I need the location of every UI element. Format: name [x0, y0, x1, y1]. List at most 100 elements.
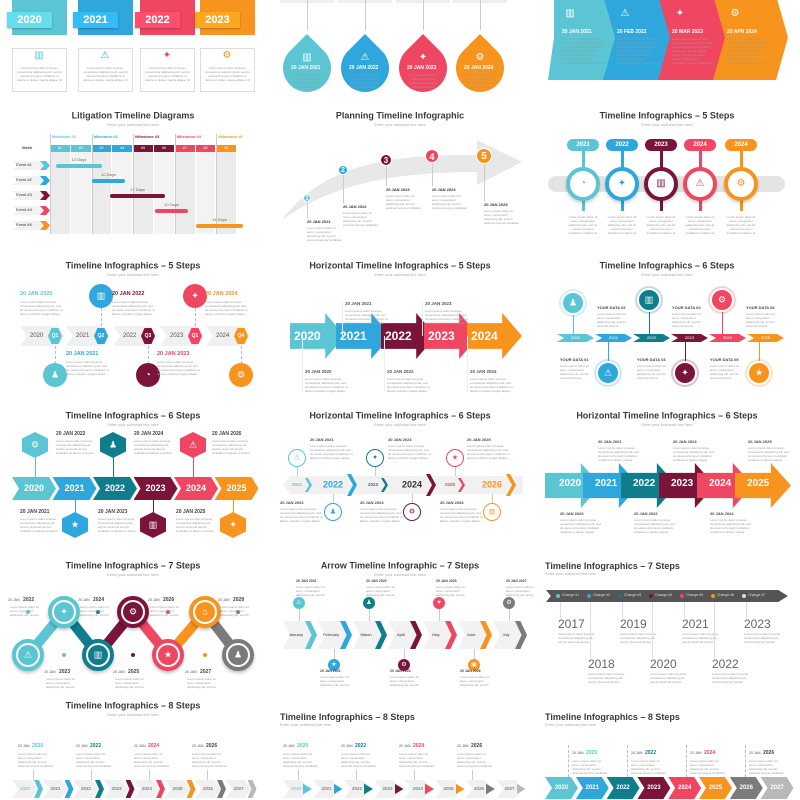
slide-thumbnail[interactable]: Arrow Timeline Infographic – 7 Steps Ente… — [267, 550, 533, 690]
year-segment: 2021 — [595, 334, 632, 342]
week-column — [112, 152, 133, 234]
duration-bar — [110, 194, 165, 198]
year-label: 2023 — [744, 617, 771, 631]
connector-line — [35, 457, 36, 477]
curved-arrow-shape — [282, 140, 522, 220]
week-cell: #3 — [91, 145, 112, 152]
warning-icon: ⚠ — [296, 600, 302, 606]
slide-title: Timeline Infographics – 6 Steps — [65, 410, 201, 421]
week-column — [50, 152, 70, 234]
slide-thumbnail[interactable]: Horizontal Timeline Infographics – 6 Ste… — [267, 400, 533, 550]
warning-icon: ⚠ — [360, 52, 370, 63]
marker-dot — [26, 610, 30, 614]
slide-title: Litigation Timeline Diagrams — [71, 110, 195, 121]
date-year: 2027 — [200, 669, 212, 675]
slide-thumbnail[interactable]: Horizontal Timeline Infographics – 6 Ste… — [534, 400, 800, 550]
year-label: 2026 — [481, 479, 503, 490]
lorem-text: Lorem ipsum dolor sit amet, consectetur … — [460, 675, 489, 687]
date-label: 20 JAN 2026 — [440, 500, 464, 505]
slide-thumbnail[interactable]: Timeline Infographics – 5 Steps Enter you… — [534, 100, 800, 250]
year-tab: 2021 — [73, 12, 118, 28]
slide-title: Timeline Infographics – 7 Steps — [65, 560, 201, 571]
slide-thumbnail[interactable]: Timeline Infographics – 8 Steps Enter you… — [0, 690, 266, 800]
slide-subtitle: Enter your subhead line here — [280, 722, 332, 727]
icon-circle — [605, 167, 639, 201]
slide-subtitle: Enter your subhead line here — [641, 422, 693, 427]
slide-thumbnail[interactable]: Timeline Infographics – 7 Steps Enter you… — [534, 550, 800, 690]
event-tag — [12, 161, 50, 170]
date-prefix: 20 JAN — [76, 744, 88, 748]
date-year: 2026 — [471, 743, 483, 749]
connector-line — [207, 770, 208, 780]
slide-thumbnail[interactable]: Timeline Infographics – 8 Steps Enter you… — [534, 690, 800, 800]
connector-line — [375, 467, 376, 476]
slide-thumbnail[interactable]: Timeline Infographics – 6 Steps Enter you… — [0, 400, 266, 550]
icon-circle — [566, 167, 600, 201]
slide-thumbnail[interactable]: Timeline Infographics – 8 Steps Enter you… — [267, 690, 533, 800]
lorem-text: Lorem ipsum dolor sit amet, consectetur … — [620, 632, 658, 644]
timeline-bar — [546, 590, 788, 602]
slide-thumbnail[interactable]: Planning Timeline Infographic Enter your … — [267, 100, 533, 250]
lorem-text: Lorem ipsum dolor sit amet, consectetur … — [20, 300, 63, 316]
slide-thumbnail[interactable]: Timeline Infographics – 5 Steps Enter you… — [0, 250, 266, 400]
lorem-text: Lorem ipsum dolor sit amet, consectetur … — [558, 632, 596, 644]
date-label: 20 JAN 2024 — [134, 431, 164, 437]
slide-thumbnail[interactable]: 2020 ▥ Lorem ipsum dolor sit amet, consect… — [0, 0, 266, 100]
lorem-text: Lorem ipsum dolor sit amet, consectetur … — [744, 632, 782, 644]
slide-subtitle: Enter your subhead line here — [641, 272, 693, 277]
slide-thumbnail[interactable]: Timeline Infographics – 6 Steps Enter you… — [534, 250, 800, 400]
slide-thumbnail[interactable]: Horizontal Timeline Infographics – 5 Ste… — [267, 250, 533, 400]
lorem-text: Lorem ipsum dolor sit amet, consectetur … — [598, 446, 639, 462]
house-icon: ⌂ — [202, 606, 208, 617]
slide-thumbnail[interactable]: Timeline Infographics – 7 Steps Enter you… — [0, 550, 266, 690]
date-label: 20 JAN 2025 — [748, 439, 772, 444]
date-prefix: 20 JAN — [218, 598, 230, 602]
icon-inner — [88, 645, 108, 665]
warning-icon: ⚠ — [23, 649, 33, 660]
date-label: 20 JAN 2024 — [710, 511, 734, 516]
connector-line — [356, 770, 357, 780]
chevron-accent — [247, 780, 257, 798]
lorem-text: Lorem ipsum dolor sit amet, consectetur … — [467, 444, 510, 460]
change-dot — [618, 594, 622, 598]
lorem-text: Lorem ipsum dolor sit amet, consectetur … — [597, 312, 626, 328]
slide-thumbnail[interactable]: ▥ 20 JAN 2021 Lorem ipsum dolor sit amet, … — [267, 0, 533, 100]
lorem-text: Lorem ipsum dolor sit amet, consectetur … — [746, 312, 775, 328]
lorem-text: Lorem ipsum dolor sit amet, consectetur … — [710, 518, 751, 534]
lorem-text: Lorem ipsum dolor sit amet, consectetur … — [388, 444, 431, 460]
year-segment: 2020 — [557, 334, 594, 342]
connector-line — [233, 500, 234, 513]
date-year: 2024 — [93, 597, 105, 603]
date-prefix: 20 JAN — [192, 744, 204, 748]
connector-line — [745, 745, 746, 777]
date-label: 20 FEB 2022 — [617, 29, 647, 35]
year-label: 2025 — [747, 478, 770, 489]
year-chevron: 2022 — [607, 777, 640, 799]
date-label: 20 JAN 2021 — [307, 219, 331, 224]
text-card — [140, 48, 195, 92]
icon-inner — [123, 602, 143, 622]
event-arrow — [40, 191, 50, 200]
lorem-text: Lorem ipsum dolor sit amet, consectetur … — [150, 605, 179, 617]
connector-line — [386, 160, 387, 186]
slide-thumbnail[interactable]: Litigation Timeline Diagrams Enter your s… — [0, 100, 266, 250]
date-year: 2025 — [128, 669, 140, 675]
change-label: Change #6 — [717, 593, 735, 597]
gear-icon: ⚙ — [128, 606, 138, 617]
year-segment: 2025 — [215, 477, 259, 500]
year-label: 2027 — [233, 785, 244, 791]
handshake-icon: ✦ — [162, 50, 172, 61]
slide-thumbnail[interactable]: ▥ 20 JAN 2021 Lorem ipsum dolor sit amet, … — [534, 0, 800, 100]
marker-dot — [203, 653, 207, 657]
lorem-text: Lorem ipsum dolor sit amet, consectetur … — [562, 37, 604, 65]
lorem-text: Lorem ipsum dolor sit amet, consectetur … — [390, 675, 419, 687]
year-label: 2021 — [50, 785, 61, 791]
quarter-badge: Q2 — [94, 328, 108, 344]
month-label: January — [288, 632, 304, 637]
slide-subtitle: Enter your subhead line here — [107, 422, 159, 427]
date-label: 20 JAN 2023 — [157, 351, 190, 357]
date-label: 20 JAN 2020 — [305, 369, 332, 374]
lorem-text: Lorem ipsum dolor sit amet, consectetur … — [432, 194, 468, 210]
lorem-text: Lorem ipsum dolor sit amet, consectetur … — [440, 507, 483, 523]
lorem-text: Lorem ipsum dolor sit amet, consectetur … — [82, 66, 129, 82]
